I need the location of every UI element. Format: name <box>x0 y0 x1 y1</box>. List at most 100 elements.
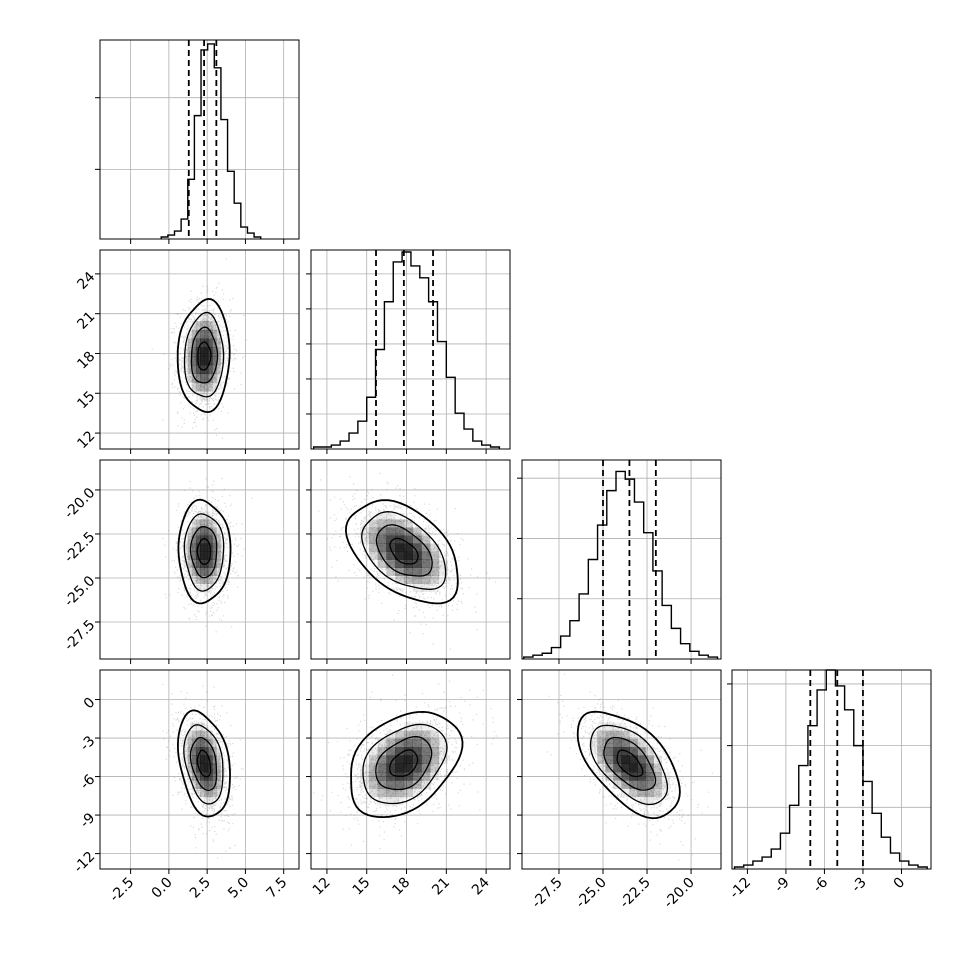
density-cell <box>208 788 213 798</box>
density-cell <box>386 747 396 756</box>
density-cell <box>208 329 213 339</box>
density-cell <box>200 312 205 322</box>
x-tick-label: 18 <box>389 875 413 899</box>
density-cell <box>208 780 213 789</box>
density-cell <box>395 559 405 568</box>
density-cell <box>195 321 201 331</box>
density-cell <box>613 780 622 789</box>
panel-content <box>522 670 721 869</box>
density-cell <box>645 788 654 798</box>
density-cell <box>200 755 205 765</box>
density-cell <box>421 527 430 535</box>
density-cell <box>421 763 431 773</box>
density-cell <box>204 738 209 748</box>
density-cell <box>212 738 217 748</box>
density-cell <box>200 730 205 740</box>
panel-frame <box>521 459 722 660</box>
panel-2-2 <box>517 459 722 664</box>
density-cell <box>368 551 378 560</box>
density-cell <box>421 567 431 576</box>
density-cell <box>187 551 193 560</box>
panel-2-0: -27.5 -25.0 -22.5 -20.0 <box>61 459 300 664</box>
density-cell <box>403 788 413 798</box>
x-tick-label: 15 <box>350 875 374 899</box>
density-cell <box>183 356 189 366</box>
x-tick-label: 0.0 <box>149 875 176 902</box>
panel-3-0: -12 -9 -6 -3 0 -2.5 0.0 2.5 5.0 7.5 <box>71 669 300 905</box>
density-cell <box>187 567 193 576</box>
x-tick-label: 21 <box>429 875 453 899</box>
density-cell <box>187 559 193 568</box>
density-cell <box>183 543 189 552</box>
density-cell <box>653 771 662 781</box>
density-cell <box>605 722 614 731</box>
density-cell <box>216 364 221 374</box>
density-cell <box>377 755 387 765</box>
density-cell <box>200 321 205 331</box>
density-cell <box>421 771 431 781</box>
density-cell <box>216 527 221 536</box>
density-cell <box>195 780 201 789</box>
density-cell <box>430 730 440 740</box>
density-cell <box>412 747 422 756</box>
density-cell <box>412 730 422 740</box>
density-cell <box>597 730 606 740</box>
density-cell <box>195 391 201 401</box>
density-cell <box>200 347 205 357</box>
density-cell <box>212 329 217 339</box>
density-cell <box>195 755 201 765</box>
density-cell <box>412 771 422 781</box>
density-cell <box>613 747 622 756</box>
density-cell <box>200 373 205 383</box>
density-cell <box>645 755 654 765</box>
density-cell <box>395 763 405 773</box>
density-cell <box>208 755 213 765</box>
density-cell <box>403 519 413 528</box>
density-cell <box>212 347 217 357</box>
y-tick-label: -22.5 <box>61 529 98 566</box>
density-cell <box>368 535 378 544</box>
density-cell <box>204 527 209 536</box>
density-cell <box>208 747 213 756</box>
panel-content <box>100 670 299 869</box>
density-cell <box>386 796 396 806</box>
density-cell <box>204 575 209 584</box>
density-cell <box>377 738 387 748</box>
density-cell <box>195 747 201 756</box>
density-cell <box>195 527 201 536</box>
density-cell <box>212 755 217 765</box>
density-cell <box>597 763 606 773</box>
density-cell <box>216 755 221 765</box>
density-cell <box>386 559 396 568</box>
density-cell <box>377 780 387 789</box>
density-cell <box>216 771 221 781</box>
density-cell <box>191 755 197 765</box>
density-cell <box>212 551 217 560</box>
density-cell <box>200 329 205 339</box>
density-cell <box>403 771 413 781</box>
density-cell <box>208 373 213 383</box>
contour-line <box>196 538 211 565</box>
density-cell <box>208 312 213 322</box>
density-cell <box>403 543 413 552</box>
density-cell <box>438 559 448 568</box>
density-cell <box>204 519 209 528</box>
density-cell <box>195 519 201 528</box>
density-cell <box>645 780 654 789</box>
density-cell <box>195 511 201 520</box>
density-cell <box>377 747 387 756</box>
x-tick-label: 12 <box>310 875 334 899</box>
density-cell <box>368 788 378 798</box>
density-cell <box>195 535 201 544</box>
panel-frame <box>99 39 300 240</box>
density-cell <box>216 338 221 348</box>
density-cell <box>195 338 201 348</box>
y-tick-label: 24 <box>74 269 98 293</box>
contour-line <box>375 735 433 791</box>
density-cell <box>621 763 630 773</box>
density-cell <box>200 747 205 756</box>
density-cell <box>195 788 201 798</box>
density-cell <box>395 575 405 584</box>
density-cell <box>637 771 646 781</box>
density-cell <box>395 738 405 748</box>
